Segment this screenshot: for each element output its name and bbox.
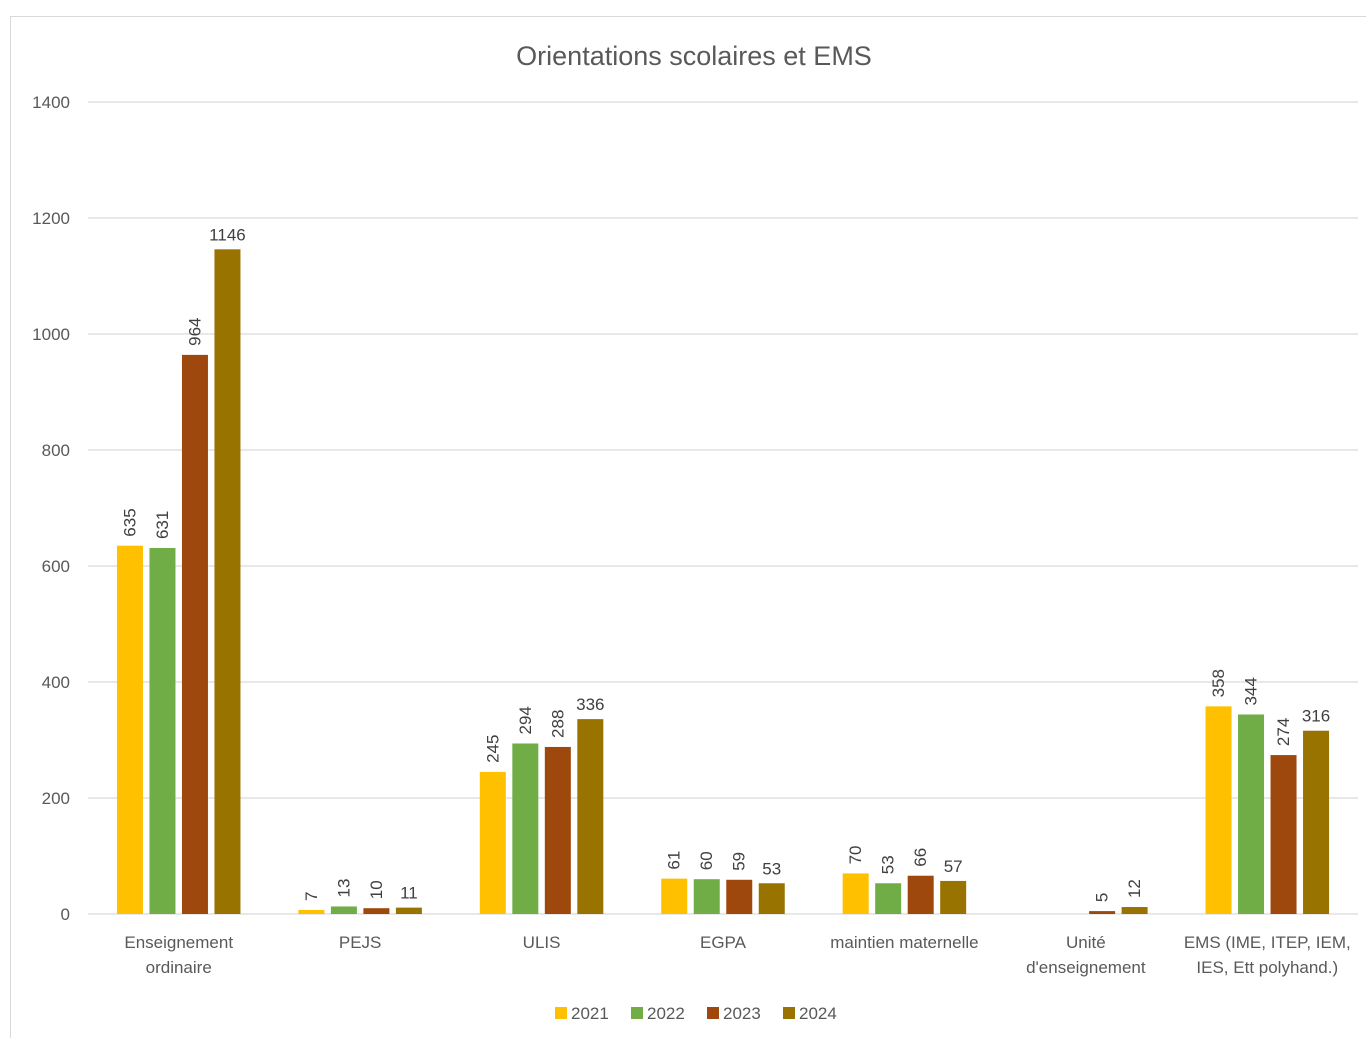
y-tick-label: 200 [42, 789, 70, 808]
bar [1270, 755, 1297, 914]
legend-swatch [707, 1007, 719, 1019]
legend-swatch [555, 1007, 567, 1019]
bar [842, 873, 869, 914]
data-label: 13 [334, 879, 353, 898]
x-tick-label: PEJS [339, 933, 382, 952]
x-tick-label: IES, Ett polyhand.) [1196, 958, 1338, 977]
data-label: 294 [516, 706, 535, 734]
data-label: 336 [576, 695, 604, 714]
y-tick-label: 1200 [32, 209, 70, 228]
y-tick-label: 0 [61, 905, 70, 924]
gridlines [88, 101, 1358, 915]
y-axis-ticks: 0 200 400 600 800 1000 1200 1400 [32, 93, 70, 924]
bar [395, 907, 422, 914]
data-label: 5 [1093, 893, 1112, 902]
bar [479, 771, 506, 914]
x-axis-labels: Enseignement ordinaire PEJS ULIS EGPA maintie… [124, 933, 1350, 977]
x-tick-label: Unité [1066, 933, 1106, 952]
data-label: 53 [879, 855, 898, 874]
data-label: 11 [400, 884, 418, 903]
x-tick-label: EMS (IME, ITEP, IEM, [1184, 933, 1351, 952]
x-tick-label: ULIS [523, 933, 561, 952]
data-label: 1146 [209, 225, 246, 244]
bar [363, 908, 390, 914]
x-tick-label: EGPA [700, 933, 747, 952]
legend-label: 2023 [723, 1004, 761, 1023]
x-tick-label: Enseignement [124, 933, 233, 952]
data-label: 316 [1302, 707, 1330, 726]
bar [1121, 907, 1148, 914]
bar [544, 746, 571, 914]
data-label: 57 [944, 857, 963, 876]
data-label: 7 [302, 891, 321, 900]
x-tick-label: maintien maternelle [830, 933, 978, 952]
chart-frame [10, 16, 1366, 1038]
bar [758, 883, 785, 914]
bar [298, 909, 325, 914]
y-tick-label: 600 [42, 557, 70, 576]
x-tick-label: ordinaire [146, 958, 212, 977]
bar [726, 879, 753, 914]
bar [330, 906, 357, 914]
data-label: 274 [1274, 718, 1293, 746]
y-tick-label: 1000 [32, 325, 70, 344]
data-label: 344 [1242, 677, 1261, 705]
data-label: 59 [730, 852, 749, 871]
bar [940, 880, 967, 914]
bar [116, 545, 143, 914]
bar [661, 878, 688, 914]
data-label: 12 [1125, 879, 1144, 898]
data-label: 635 [120, 508, 139, 536]
legend-swatch [783, 1007, 795, 1019]
chart-title: Orientations scolaires et EMS [516, 41, 872, 71]
data-label: 61 [665, 851, 684, 870]
bar [1089, 911, 1116, 914]
bar [1303, 730, 1330, 914]
data-label: 10 [367, 880, 386, 899]
y-tick-label: 400 [42, 673, 70, 692]
legend: 2021 2022 2023 2024 [555, 1004, 837, 1023]
bar [693, 879, 720, 914]
y-tick-label: 800 [42, 441, 70, 460]
bar [577, 719, 604, 914]
bar [1238, 714, 1265, 914]
data-label: 66 [911, 848, 930, 867]
data-label: 245 [483, 735, 502, 763]
legend-label: 2022 [647, 1004, 685, 1023]
data-label: 53 [762, 859, 781, 878]
data-label: 70 [846, 845, 865, 864]
bar [875, 883, 902, 914]
data-label: 631 [153, 511, 172, 539]
bar [512, 743, 539, 914]
data-label: 60 [697, 851, 716, 870]
bar [149, 548, 176, 914]
y-tick-label: 1400 [32, 93, 70, 112]
data-label: 358 [1209, 669, 1228, 697]
bar [214, 249, 241, 914]
bar [907, 875, 934, 914]
data-label: 964 [185, 318, 204, 346]
bar [1205, 706, 1232, 914]
legend-label: 2021 [571, 1004, 609, 1023]
legend-label: 2024 [799, 1004, 837, 1023]
data-label: 288 [548, 710, 567, 738]
bars [116, 249, 1330, 914]
legend-swatch [631, 1007, 643, 1019]
x-tick-label: d'enseignement [1026, 958, 1146, 977]
bar [181, 354, 208, 914]
